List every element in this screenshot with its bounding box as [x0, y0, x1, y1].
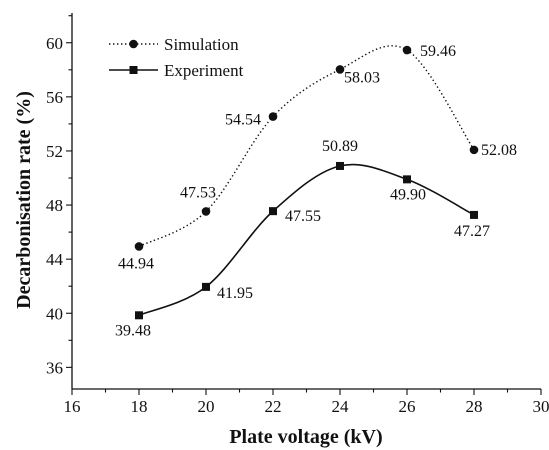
legend-item-simulation: Simulation [109, 35, 239, 54]
data-point [469, 145, 479, 155]
y-tick-label: 60 [46, 34, 63, 53]
y-tick-label: 36 [46, 358, 63, 377]
y-tick-label: 44 [46, 250, 64, 269]
x-tick-label: 16 [64, 397, 81, 416]
data-point [402, 45, 412, 55]
data-label: 47.55 [285, 208, 321, 225]
x-tick-label: 30 [533, 397, 549, 416]
data-label: 52.08 [481, 142, 517, 159]
legend: Simulation Experiment [109, 35, 244, 80]
data-point [268, 112, 278, 121]
x-tick-label: 18 [131, 397, 148, 416]
legend-marker [129, 66, 138, 74]
legend-item-experiment: Experiment [109, 61, 244, 80]
x-tick-label: 22 [265, 397, 282, 416]
y-tick-label: 56 [46, 88, 63, 107]
series-experiment: 39.48 41.95 47.55 50.89 49.90 47.27 [115, 138, 490, 339]
data-label: 58.03 [344, 69, 380, 86]
data-point [134, 242, 144, 251]
data-label: 47.27 [454, 223, 490, 240]
data-label: 59.46 [420, 43, 456, 60]
data-label: 47.53 [180, 184, 216, 201]
axes: 16 18 20 22 24 26 28 30 36 40 44 48 52 56 60 [46, 13, 549, 416]
legend-marker [129, 39, 138, 49]
x-axis-title: Plate voltage (kV) [229, 426, 382, 448]
data-point [135, 311, 143, 320]
x-tick-label: 20 [198, 397, 215, 416]
data-label: 50.89 [322, 138, 358, 155]
x-tick-label: 28 [466, 397, 483, 416]
data-point [403, 175, 411, 184]
y-axis-title: Decarbonisation rate (%) [13, 91, 35, 309]
legend-label: Experiment [164, 61, 244, 80]
data-label: 41.95 [217, 285, 253, 302]
data-label: 49.90 [390, 186, 426, 203]
data-point [336, 161, 344, 170]
data-label: 54.54 [225, 112, 261, 129]
series-simulation: 44.94 47.53 54.54 58.03 59.46 52.08 [118, 43, 517, 272]
series-layer: 44.94 47.53 54.54 58.03 59.46 52.08 39.48 41.95… [115, 43, 517, 339]
data-label: 44.94 [118, 255, 154, 272]
x-tick-label: 24 [332, 397, 350, 416]
data-label: 39.48 [115, 322, 151, 339]
y-tick-label: 48 [46, 196, 63, 215]
legend-label: Simulation [164, 35, 239, 54]
data-point [335, 65, 345, 74]
data-point [202, 282, 210, 291]
data-point [269, 207, 277, 216]
data-point [201, 207, 211, 216]
data-point [470, 210, 478, 219]
y-tick-label: 40 [46, 304, 63, 323]
x-tick-label: 26 [399, 397, 416, 416]
y-tick-label: 52 [46, 142, 63, 161]
